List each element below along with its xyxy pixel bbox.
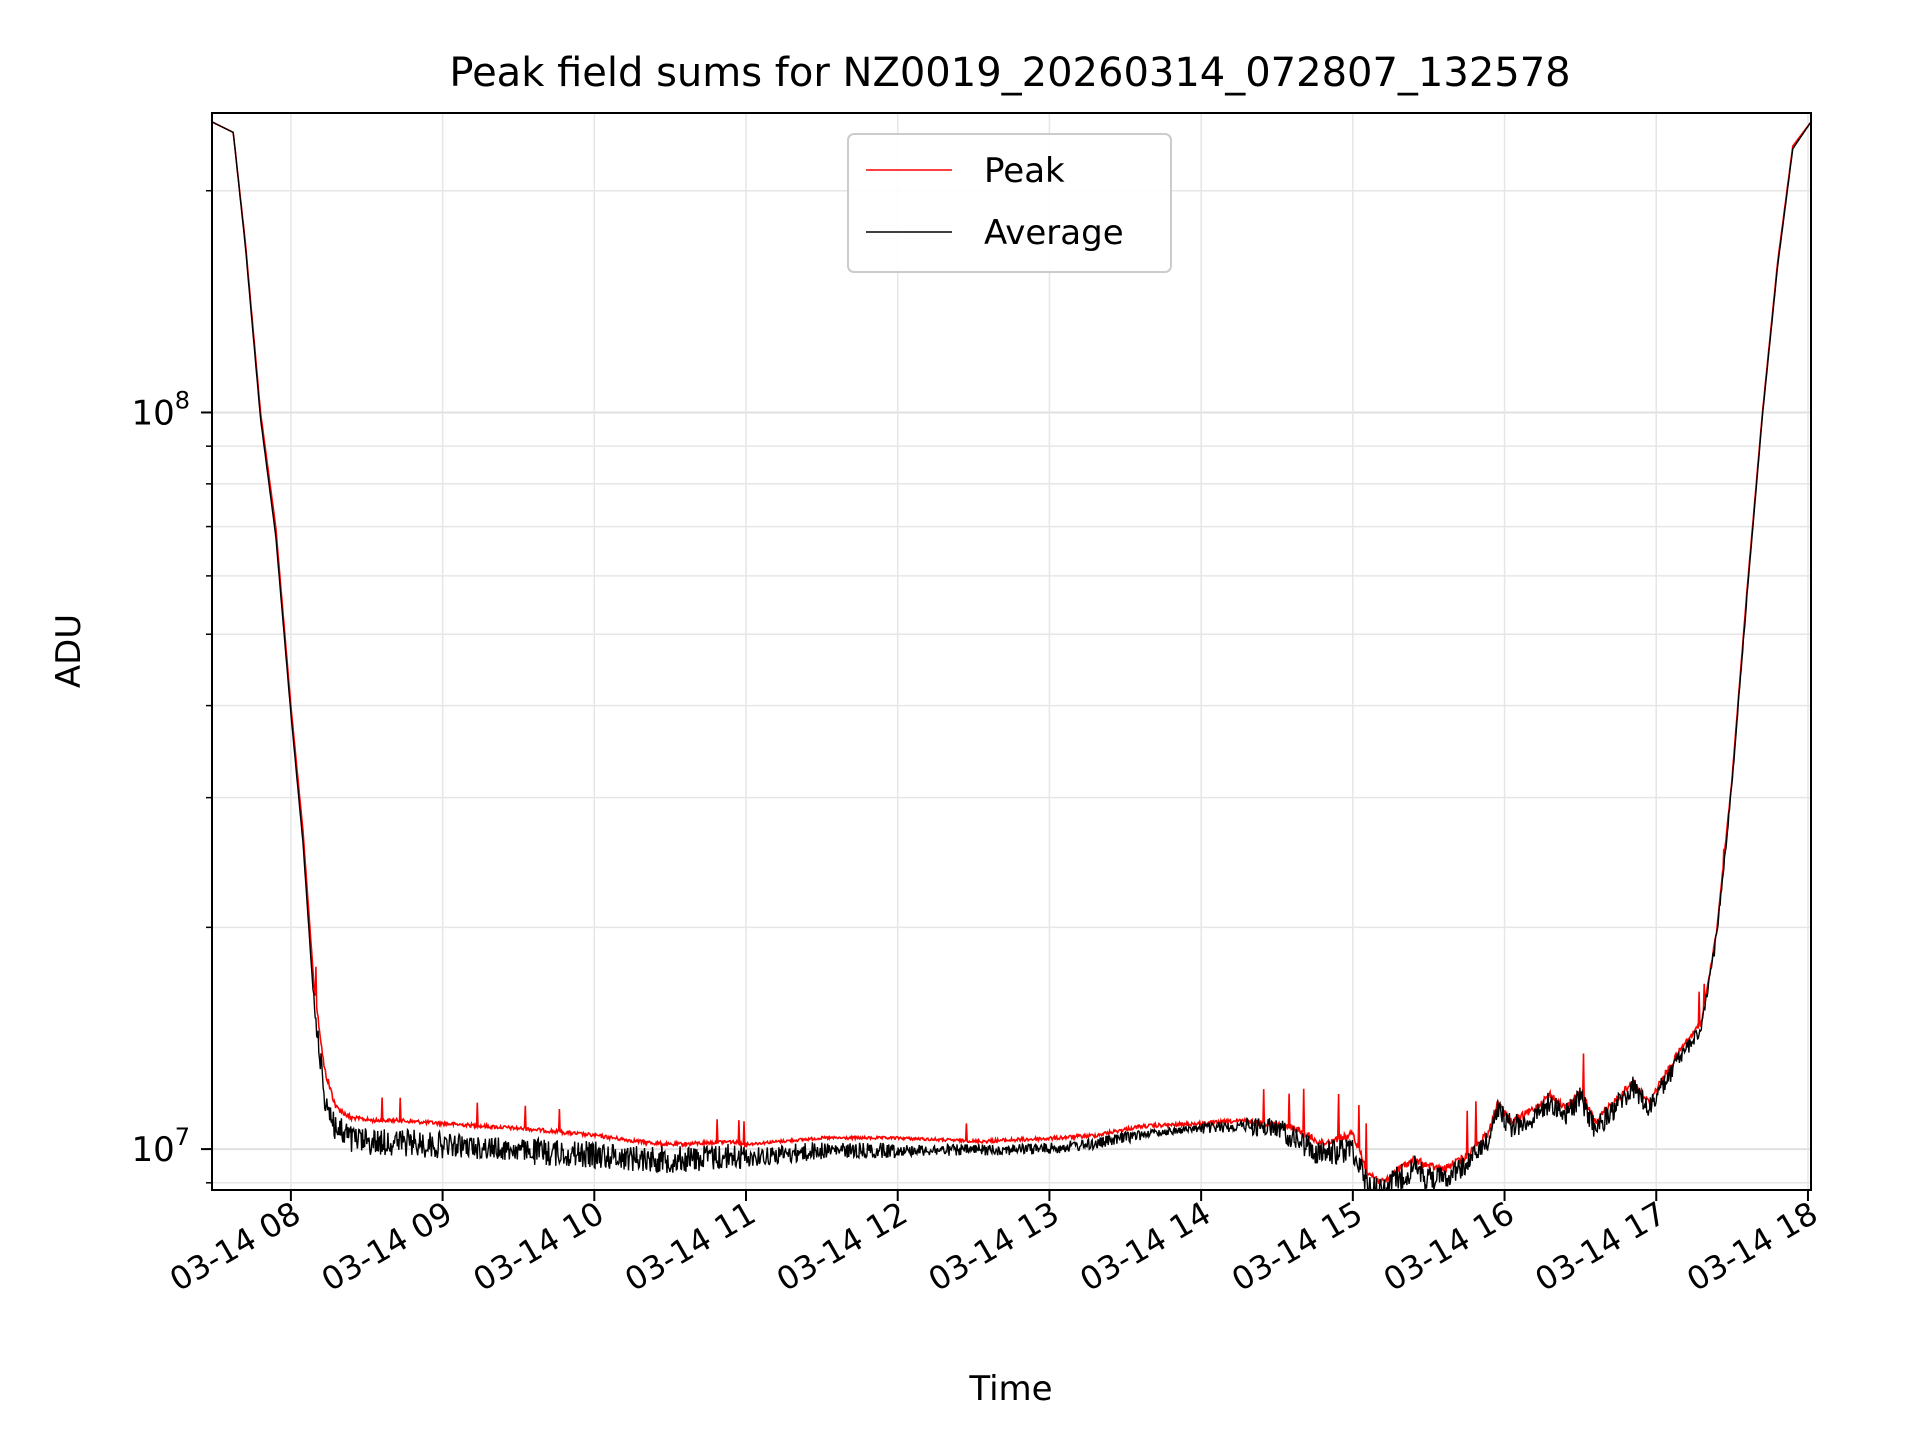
x-axis-label: Time <box>968 1369 1052 1409</box>
series-group <box>212 121 1811 1190</box>
y-axis: 107 108 <box>131 189 212 1184</box>
legend-label-average: Average <box>984 213 1124 253</box>
legend: Peak Average <box>847 133 1172 273</box>
y-axis-label: ADU <box>49 614 89 688</box>
series-line-average <box>212 121 1811 1190</box>
series-line-peak <box>212 121 1811 1185</box>
y-tick-label: 108 <box>131 386 190 433</box>
grid <box>212 113 1811 1190</box>
legend-label-peak: Peak <box>984 151 1065 191</box>
plot-frame <box>211 112 1812 1191</box>
chart-title: Peak field sums for NZ0019_20260314_0728… <box>449 50 1570 96</box>
y-tick-label: 107 <box>131 1123 190 1170</box>
legend-box <box>847 133 1172 273</box>
